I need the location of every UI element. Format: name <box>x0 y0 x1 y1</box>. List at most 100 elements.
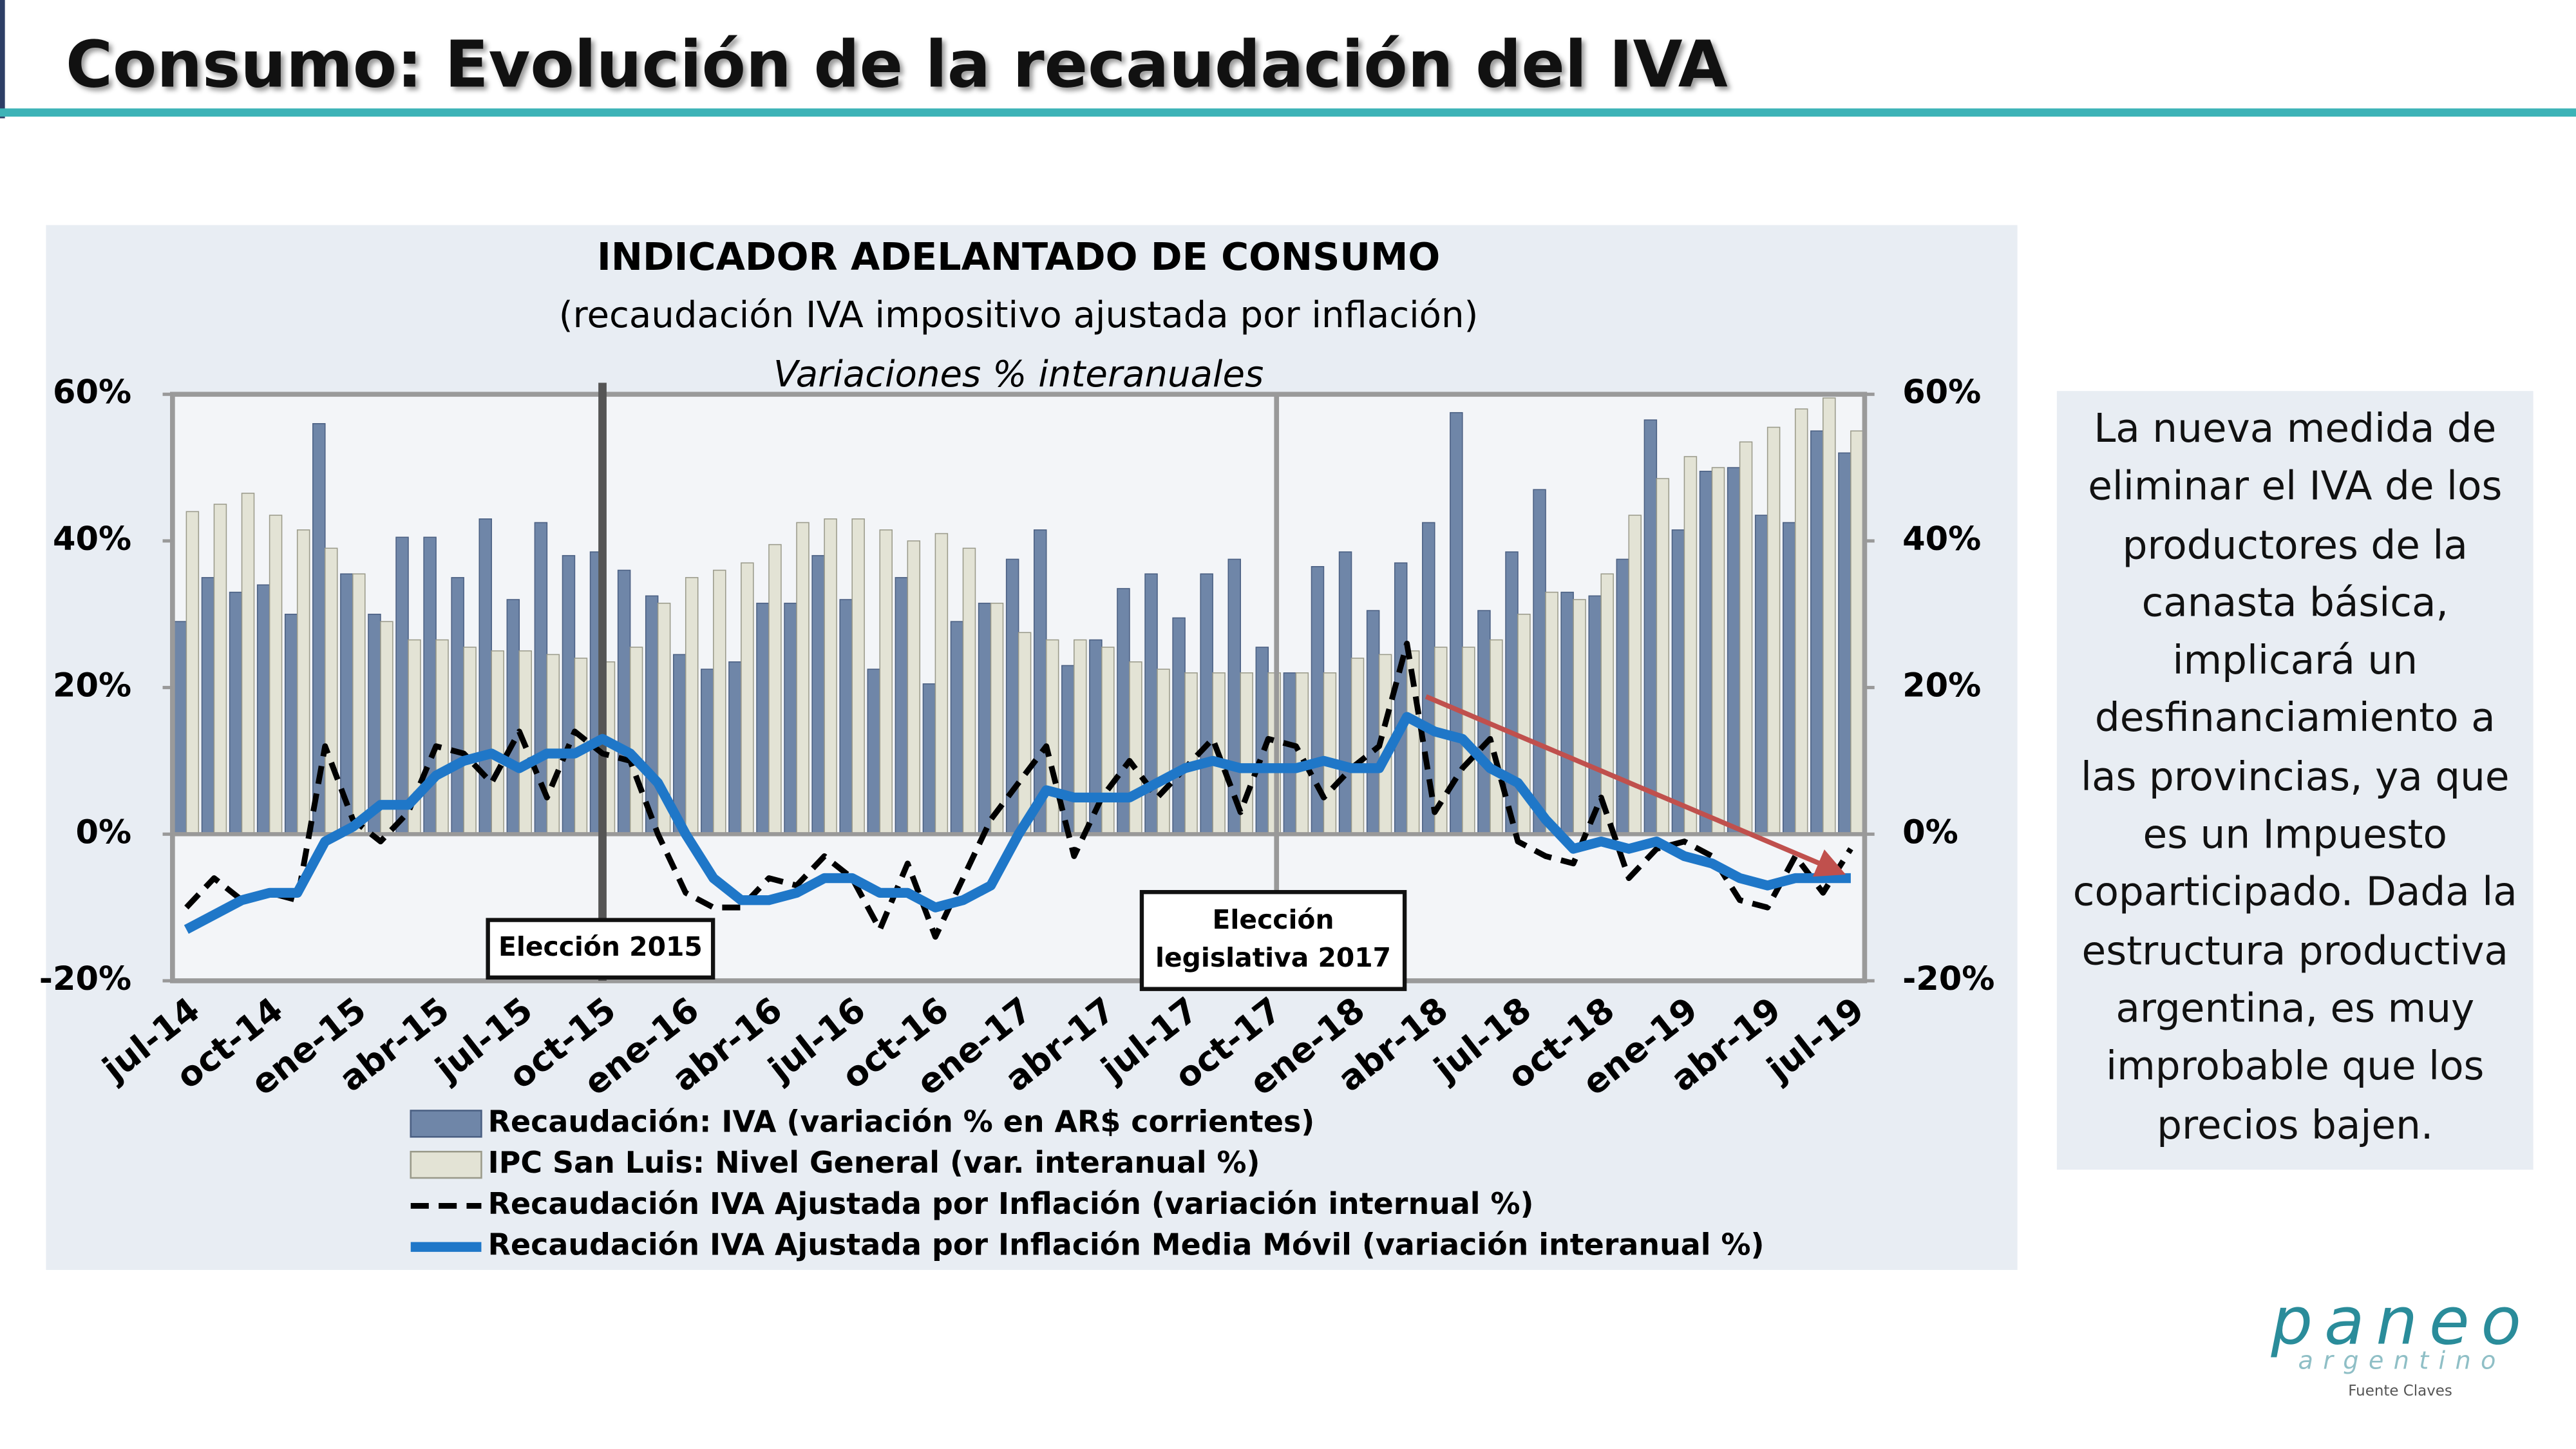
bar <box>1172 617 1186 835</box>
bar <box>1545 591 1558 835</box>
bar <box>1810 430 1824 835</box>
bar <box>241 493 255 835</box>
bar <box>1699 471 1713 835</box>
bar <box>1711 467 1725 835</box>
bar <box>1823 397 1836 835</box>
bar <box>451 577 464 835</box>
left-bar <box>0 0 5 118</box>
chart-subtitle: (recaudación IVA impositivo ajustada por… <box>559 294 1479 336</box>
bar <box>269 515 283 835</box>
side-note: La nueva medida de eliminar el IVA de lo… <box>2072 406 2517 1148</box>
bar <box>950 621 964 835</box>
bar <box>1157 668 1170 835</box>
bar <box>1794 408 1808 835</box>
bar <box>1600 573 1614 835</box>
bar <box>1295 672 1309 835</box>
annotation: legislativa 2017 <box>1155 942 1391 973</box>
bar <box>629 647 643 835</box>
y2-tick-label: 60% <box>1902 374 1981 412</box>
bar <box>741 562 754 835</box>
bar <box>685 577 699 835</box>
bar <box>435 639 449 835</box>
logo-source: Fuente Claves <box>2348 1383 2452 1399</box>
legend-swatch <box>410 1150 482 1179</box>
bar <box>201 577 215 835</box>
bar <box>546 654 560 835</box>
bar <box>713 569 726 835</box>
bar <box>395 536 409 835</box>
bar <box>1450 412 1463 835</box>
y-tick-label: 20% <box>53 667 131 705</box>
bar <box>768 544 782 835</box>
y-tick-label: -20% <box>39 960 131 998</box>
bar <box>756 602 770 835</box>
note-holder: La nueva medida de eliminar el IVA de lo… <box>2072 406 2517 1148</box>
logo-sub: argentino <box>2298 1346 2505 1375</box>
bar <box>784 602 797 835</box>
bar <box>1727 467 1741 835</box>
bar <box>185 511 200 835</box>
bar <box>962 547 976 835</box>
bar <box>1045 639 1059 835</box>
bar <box>506 599 520 835</box>
bar <box>934 533 949 835</box>
bar <box>867 668 881 835</box>
bar <box>701 668 714 835</box>
bar <box>1671 529 1685 835</box>
legend-swatch <box>410 1110 482 1138</box>
bar <box>1683 456 1698 835</box>
bar <box>1766 426 1781 835</box>
annotation: Elección <box>1213 904 1334 935</box>
annotation-box <box>486 918 715 980</box>
y-tick-label: 0% <box>75 813 131 851</box>
chart-title: INDICADOR ADELANTADO DE CONSUMO <box>597 235 1440 279</box>
bar <box>796 522 810 835</box>
bar <box>811 554 825 835</box>
bar <box>491 650 504 835</box>
chart-subtitle-2: Variaciones % interanuales <box>773 354 1264 395</box>
bar <box>478 518 492 835</box>
bar <box>851 518 865 835</box>
bar <box>1227 558 1241 835</box>
y2-tick-label: 0% <box>1902 813 1958 851</box>
bar <box>213 504 227 835</box>
y2-tick-label: -20% <box>1902 960 1994 998</box>
legend-label: Recaudación IVA Ajustada por Inflación M… <box>488 1227 1765 1262</box>
plot: Elección 2015 Elección legislativa 2017 <box>170 383 1868 991</box>
bar <box>1366 610 1380 835</box>
bar <box>1394 562 1408 835</box>
legend-label: Recaudación: IVA (variación % en AR$ cor… <box>488 1104 1315 1139</box>
dashed-line <box>184 640 1853 940</box>
bar <box>728 661 742 835</box>
y-tick-label: 60% <box>53 374 131 412</box>
bar <box>325 547 338 835</box>
bar <box>645 595 659 835</box>
bar <box>1560 591 1574 835</box>
bar <box>617 569 631 835</box>
bar <box>562 554 576 835</box>
line <box>184 712 1851 934</box>
bar <box>907 540 921 835</box>
bar <box>229 591 243 835</box>
bar <box>990 602 1004 835</box>
annotation: Elección 2015 <box>498 931 703 962</box>
bar <box>1838 452 1852 835</box>
bar <box>352 573 366 835</box>
bar <box>173 621 187 835</box>
slide-title: Consumo: Evolución de la recaudación del… <box>66 28 1728 102</box>
bar <box>922 683 936 835</box>
bar <box>1350 658 1365 835</box>
bar <box>839 599 853 835</box>
bar <box>1754 515 1768 835</box>
bar <box>1101 647 1115 835</box>
bar <box>1018 632 1032 835</box>
bar <box>879 529 893 835</box>
bar <box>1850 430 1864 835</box>
bar <box>895 577 909 835</box>
bar <box>1783 522 1796 835</box>
bar <box>296 529 310 835</box>
y2-tick-label: 20% <box>1902 667 1981 705</box>
y2-tick-label: 40% <box>1902 520 1981 558</box>
